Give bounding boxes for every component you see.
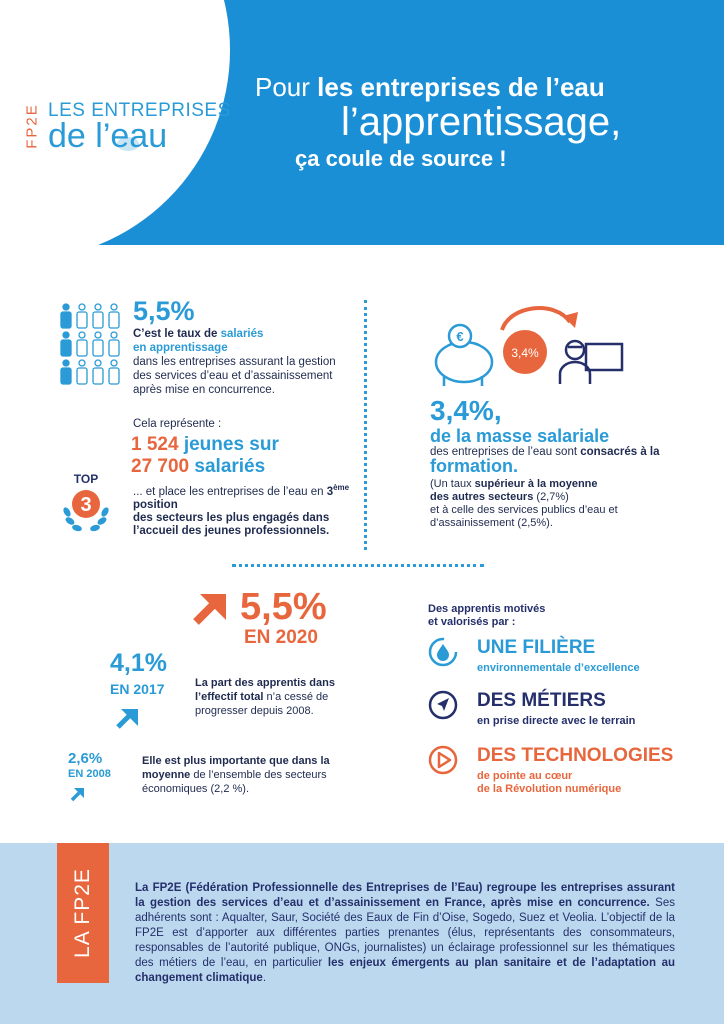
top-label: TOP xyxy=(73,472,99,486)
apprentice-percent: 5,5% xyxy=(133,296,195,326)
evolution-text-2: Elle est plus importante que dans la moye… xyxy=(142,755,330,795)
teacher-icon xyxy=(558,339,624,384)
header-banner: FP2E LES ENTREPRISES de l’eau Pour les e… xyxy=(0,0,724,245)
person-icon xyxy=(60,331,72,357)
headline-line-1: Pour les entreprises de l’eau xyxy=(255,72,605,102)
water-drop-icon xyxy=(428,637,458,667)
employee-count: 27 700 salariés xyxy=(131,456,266,477)
vertical-divider xyxy=(364,300,367,550)
training-badge: 3,4% xyxy=(511,346,539,360)
footer xyxy=(0,843,724,1024)
arrow-up-right-icon xyxy=(70,788,84,802)
curved-arrow-icon xyxy=(500,306,572,331)
person-icon xyxy=(108,331,120,357)
euro-icon: € xyxy=(456,329,463,344)
headline-line-3: ça coule de source ! xyxy=(295,146,507,171)
feature-subtitle: environnementale d’excellence xyxy=(477,662,640,674)
training-text: des entreprises de l’eau sont consacrés … xyxy=(430,446,660,458)
logo-line-2: de l’eau xyxy=(48,117,168,155)
represents-label: Cela représente : xyxy=(133,418,222,430)
feature-subtitle: en prise directe avec le terrain xyxy=(477,715,636,727)
training-illustration: € 3,4% xyxy=(434,306,624,386)
logo-acronym: FP2E xyxy=(23,103,41,149)
value-2008: 2,6% xyxy=(68,750,103,767)
training-subtitle: de la masse salariale xyxy=(430,426,610,446)
feature-subtitle: de pointe au cœur de la Révolution numéri… xyxy=(477,770,622,795)
arrow-up-right-icon xyxy=(193,594,226,625)
label-2020: EN 2020 xyxy=(244,627,318,648)
apprentice-description: C’est le taux de salariés en apprentissa… xyxy=(133,328,336,396)
motivation-intro: Des apprentis motivés et valorisés par : xyxy=(428,603,546,628)
person-icon xyxy=(76,303,88,329)
value-2017: 4,1% xyxy=(110,649,167,677)
person-icon xyxy=(92,359,104,385)
headline-line-2: l’apprentissage, xyxy=(341,100,622,144)
footer-paragraph: La FP2E (Fédération Professionnelle des … xyxy=(135,882,676,984)
person-icon xyxy=(108,359,120,385)
label-2017: EN 2017 xyxy=(110,681,165,697)
person-icon xyxy=(60,359,72,385)
top-rank: 3 xyxy=(80,494,91,516)
navigation-arrow-icon xyxy=(428,690,458,720)
value-2020: 5,5% xyxy=(240,586,327,628)
piggy-bank-icon xyxy=(434,323,494,386)
rank-description: ... et place les entreprises de l’eau en… xyxy=(133,483,350,537)
person-icon xyxy=(76,359,88,385)
person-icon xyxy=(108,303,120,329)
feature-title: UNE FILIÈRE xyxy=(477,637,596,658)
people-icon xyxy=(60,303,120,385)
evolution-text-1: La part des apprentis dans l’effectif tot… xyxy=(195,677,335,717)
young-count: 1 524 jeunes sur xyxy=(131,434,279,455)
horizontal-divider xyxy=(232,564,484,567)
arrow-up-right-icon xyxy=(116,709,138,729)
training-percent: 3,4%, xyxy=(430,395,502,426)
person-icon xyxy=(92,303,104,329)
training-note: (Un taux supérieur à la moyenne des autr… xyxy=(430,478,618,529)
laurel-badge-icon: 3 xyxy=(63,490,109,532)
training-formation: formation. xyxy=(430,456,518,476)
play-icon xyxy=(428,745,458,775)
logo-line-1: LES ENTREPRISES xyxy=(48,100,231,121)
label-2008: EN 2008 xyxy=(68,768,111,780)
person-icon xyxy=(76,331,88,357)
feature-title: DES MÉTIERS xyxy=(477,690,606,711)
person-icon xyxy=(92,331,104,357)
person-icon xyxy=(60,303,72,329)
footer-tab: LA FP2E xyxy=(57,843,109,983)
feature-title: DES TECHNOLOGIES xyxy=(477,745,674,766)
logo-drop-icon xyxy=(117,137,139,151)
